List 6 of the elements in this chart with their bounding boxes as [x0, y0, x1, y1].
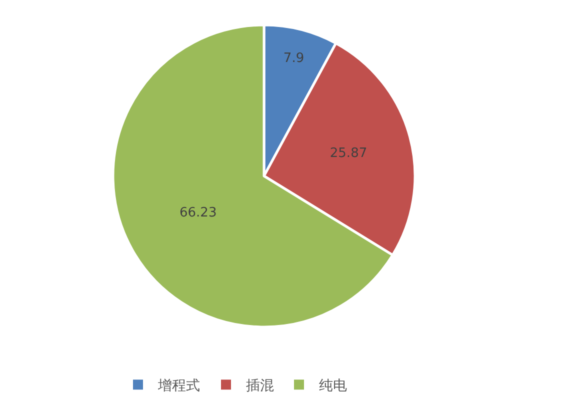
legend-label: 插混 — [246, 378, 274, 394]
data-label: 25.87 — [330, 146, 368, 161]
data-label: 7.9 — [283, 50, 304, 66]
data-label: 66.23 — [179, 205, 217, 220]
legend-label: 纯电 — [319, 378, 347, 394]
legend-label: 增程式 — [157, 378, 200, 394]
